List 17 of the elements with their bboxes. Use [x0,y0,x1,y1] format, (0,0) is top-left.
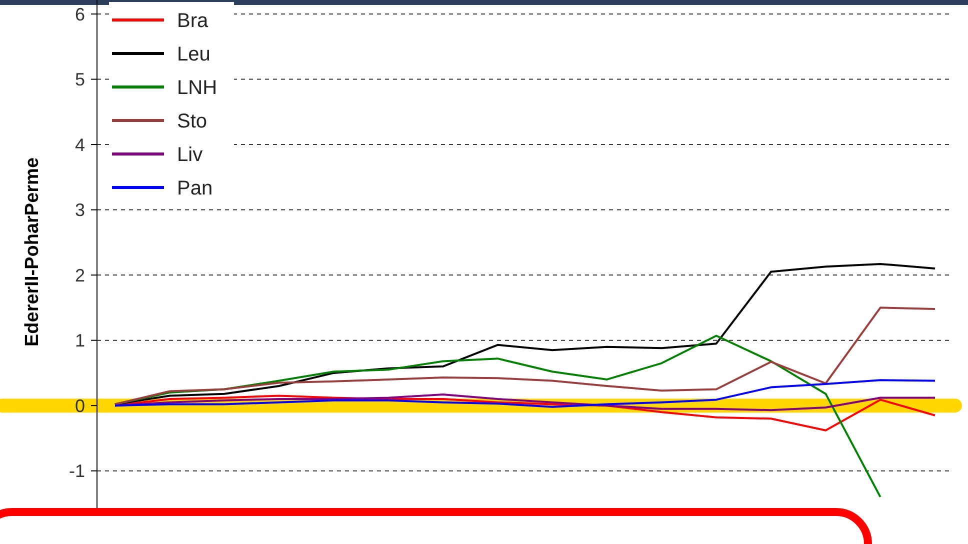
legend-label: Liv [177,144,203,166]
y-tick-label: 0 [74,396,85,416]
legend-label: Pan [177,178,213,200]
y-tick-label: -1 [68,461,85,482]
legend-label: Sto [177,110,208,132]
y-tick-label: 1 [74,330,85,351]
y-tick-label: 6 [74,4,85,24]
y-tick-label: 2 [74,265,85,286]
y-tick-label: 3 [74,200,85,220]
legend-label: LNH [177,77,218,99]
legend-label: Leu [177,44,210,66]
legend-label: Bra [177,10,209,32]
y-axis-title: EdererII-PoharPerme [22,157,43,347]
y-tick-label: 5 [74,70,85,90]
line-series [114,379,936,408]
line-series [114,306,936,406]
y-tick-label: 4 [74,134,85,155]
